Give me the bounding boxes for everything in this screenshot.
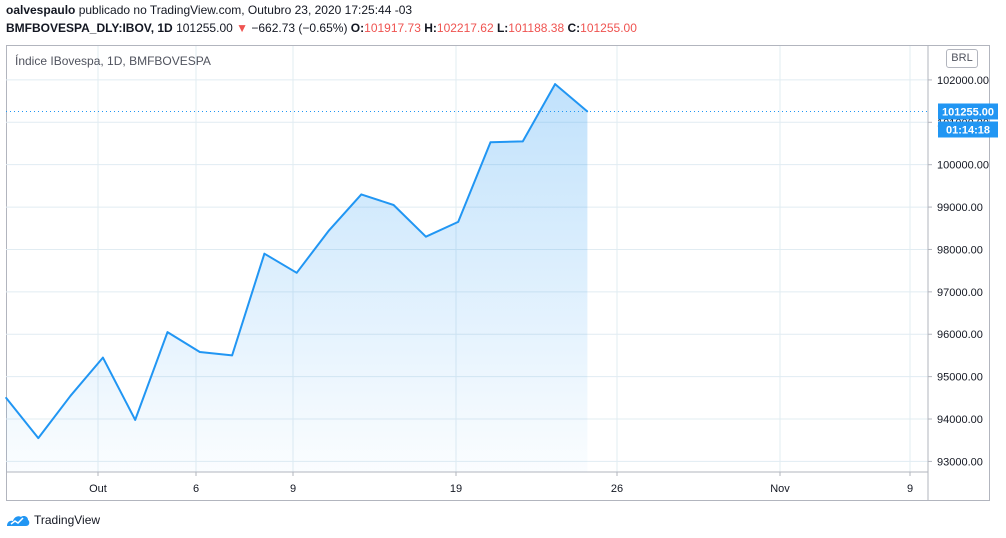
y-tick-label: 95000.00 — [937, 372, 983, 384]
x-tick-label: 9 — [290, 483, 296, 495]
high-value: 102217.62 — [436, 21, 494, 35]
down-arrow-icon: ▼ — [236, 21, 249, 35]
tradingview-logo-icon — [7, 516, 30, 526]
data-point — [134, 419, 136, 421]
chart-title: Índice IBovespa, 1D, BMFBOVESPA — [15, 53, 211, 68]
publish-info: oalvespaulo publicado no TradingView.com… — [6, 3, 412, 17]
x-tick-label: Nov — [770, 483, 790, 495]
x-tick-label: 19 — [450, 483, 462, 495]
last-price: 101255.00 — [176, 21, 233, 35]
time-axis[interactable]: Out 6 9 19 26 Nov 9 — [89, 472, 913, 495]
y-tick-label: 102000.00 — [937, 75, 989, 87]
data-point — [586, 110, 589, 113]
low-value: 101188.38 — [508, 21, 565, 35]
tradingview-footer[interactable]: TradingView — [6, 510, 100, 530]
data-point — [360, 193, 363, 196]
y-tick-label: 97000.00 — [937, 287, 983, 299]
data-point — [328, 229, 330, 232]
x-tick-label: 6 — [193, 483, 199, 495]
x-tick-label: Out — [89, 483, 107, 495]
data-point — [102, 356, 104, 359]
data-point — [5, 397, 7, 399]
author-name[interactable]: oalvespaulo — [6, 3, 76, 17]
data-point — [69, 394, 72, 397]
series-area-fill — [6, 84, 588, 472]
price-axis[interactable]: 93000.00 94000.00 95000.00 96000.00 97000.00… — [928, 75, 989, 468]
ohlc-legend: BMFBOVESPA_DLY:IBOV, 1D 101255.00 ▼ −662… — [6, 21, 637, 35]
data-point — [231, 354, 233, 357]
low-label: L: — [496, 21, 509, 35]
data-point — [37, 437, 40, 439]
countdown-timer: 01:14:18 — [946, 124, 990, 136]
x-tick-label: 26 — [611, 483, 623, 495]
data-point — [392, 204, 395, 206]
data-point — [263, 252, 266, 255]
data-point — [489, 141, 492, 143]
data-point — [295, 272, 298, 274]
last-price-tag: 101255.00 01:14:18 — [938, 103, 998, 138]
y-tick-label: 93000.00 — [937, 456, 983, 468]
close-value: 101255.00 — [580, 21, 637, 35]
data-point — [457, 221, 460, 223]
data-point — [425, 235, 427, 238]
y-tick-label: 98000.00 — [937, 244, 983, 256]
tradingview-brand-label: TradingView — [34, 513, 101, 527]
open-label: O: — [350, 21, 365, 35]
price-change: −662.73 (−0.65%) — [251, 21, 348, 35]
data-point — [166, 331, 169, 333]
close-label: C: — [567, 21, 581, 35]
open-value: 101917.73 — [364, 21, 421, 35]
data-point — [554, 83, 556, 85]
currency-badge[interactable]: BRL — [946, 49, 978, 68]
y-tick-label: 96000.00 — [937, 329, 983, 341]
y-tick-label: 99000.00 — [937, 202, 983, 214]
x-tick-label: 9 — [907, 483, 913, 495]
symbol-name: BMFBOVESPA_DLY:IBOV, 1D — [6, 21, 173, 35]
published-text: publicado no TradingView.com, Outubro 23… — [78, 3, 413, 17]
data-point — [522, 140, 524, 143]
y-tick-label: 100000.00 — [937, 160, 989, 172]
high-label: H: — [424, 21, 437, 35]
y-tick-label: 94000.00 — [937, 414, 983, 426]
data-point — [199, 351, 201, 353]
chart-frame — [6, 45, 990, 501]
last-price-tag-value: 101255.00 — [942, 106, 994, 118]
data-points — [5, 83, 589, 439]
